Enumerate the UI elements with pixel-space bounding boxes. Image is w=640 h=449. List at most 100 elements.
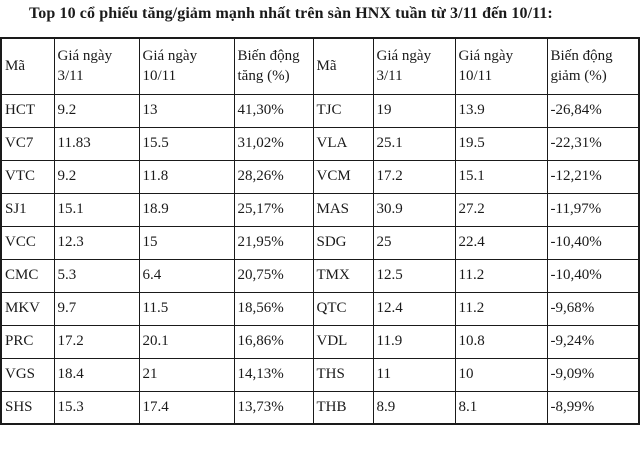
header-code-gainers: Mã — [0, 37, 55, 95]
table-body: HCT 9.2 13 41,30% TJC 19 13.9 -26,84% VC… — [0, 93, 640, 425]
price-cell: 9.2 — [53, 93, 140, 128]
price-cell: 11.5 — [138, 291, 235, 326]
price-cell: 25 — [372, 225, 456, 260]
loss-percent-cell: -9,68% — [546, 291, 640, 326]
table-row: VGS 18.4 21 14,13% THS 11 10 -9,09% — [0, 357, 640, 392]
header-price-start-losers: Giá ngày 3/11 — [372, 37, 456, 95]
stock-code-cell: MKV — [0, 291, 55, 326]
stock-code-cell: TJC — [312, 93, 374, 128]
stock-code-cell: SHS — [0, 390, 55, 425]
stock-code-cell: SJ1 — [0, 192, 55, 227]
gain-percent-cell: 13,73% — [233, 390, 314, 425]
gain-percent-cell: 28,26% — [233, 159, 314, 194]
page-title: Top 10 cổ phiếu tăng/giảm mạnh nhất trên… — [29, 5, 553, 22]
price-cell: 8.1 — [454, 390, 548, 425]
gain-percent-cell: 20,75% — [233, 258, 314, 293]
table-row: PRC 17.2 20.1 16,86% VDL 11.9 10.8 -9,24… — [0, 324, 640, 359]
price-cell: 15 — [138, 225, 235, 260]
gain-percent-cell: 21,95% — [233, 225, 314, 260]
stock-code-cell: VTC — [0, 159, 55, 194]
price-cell: 12.5 — [372, 258, 456, 293]
table-row: VCC 12.3 15 21,95% SDG 25 22.4 -10,40% — [0, 225, 640, 260]
header-gain-percent: Biến động tăng (%) — [233, 37, 314, 95]
table-row: VC7 11.83 15.5 31,02% VLA 25.1 19.5 -22,… — [0, 126, 640, 161]
stock-code-cell: VCC — [0, 225, 55, 260]
loss-percent-cell: -8,99% — [546, 390, 640, 425]
stock-code-cell: MAS — [312, 192, 374, 227]
price-cell: 15.1 — [53, 192, 140, 227]
table-row: VTC 9.2 11.8 28,26% VCM 17.2 15.1 -12,21… — [0, 159, 640, 194]
price-cell: 10.8 — [454, 324, 548, 359]
loss-percent-cell: -10,40% — [546, 258, 640, 293]
stock-code-cell: VC7 — [0, 126, 55, 161]
price-cell: 19.5 — [454, 126, 548, 161]
price-cell: 8.9 — [372, 390, 456, 425]
loss-percent-cell: -11,97% — [546, 192, 640, 227]
price-cell: 21 — [138, 357, 235, 392]
price-cell: 20.1 — [138, 324, 235, 359]
price-cell: 11.2 — [454, 291, 548, 326]
price-cell: 12.4 — [372, 291, 456, 326]
header-price-end-gainers: Giá ngày 10/11 — [138, 37, 235, 95]
gain-percent-cell: 16,86% — [233, 324, 314, 359]
table-row: SJ1 15.1 18.9 25,17% MAS 30.9 27.2 -11,9… — [0, 192, 640, 227]
stock-code-cell: VLA — [312, 126, 374, 161]
stock-code-cell: CMC — [0, 258, 55, 293]
table-row: SHS 15.3 17.4 13,73% THB 8.9 8.1 -8,99% — [0, 390, 640, 425]
loss-percent-cell: -9,24% — [546, 324, 640, 359]
stock-code-cell: VDL — [312, 324, 374, 359]
gain-percent-cell: 25,17% — [233, 192, 314, 227]
price-cell: 9.7 — [53, 291, 140, 326]
price-cell: 17.2 — [372, 159, 456, 194]
header-loss-percent: Biến động giảm (%) — [546, 37, 640, 95]
header-price-start-gainers: Giá ngày 3/11 — [53, 37, 140, 95]
header-code-losers: Mã — [312, 37, 374, 95]
price-cell: 19 — [372, 93, 456, 128]
price-cell: 15.3 — [53, 390, 140, 425]
stock-code-cell: VCM — [312, 159, 374, 194]
table-row: CMC 5.3 6.4 20,75% TMX 12.5 11.2 -10,40% — [0, 258, 640, 293]
header-price-end-losers: Giá ngày 10/11 — [454, 37, 548, 95]
stock-code-cell: HCT — [0, 93, 55, 128]
stock-code-cell: THS — [312, 357, 374, 392]
stock-code-cell: SDG — [312, 225, 374, 260]
price-cell: 25.1 — [372, 126, 456, 161]
stock-code-cell: VGS — [0, 357, 55, 392]
stock-code-cell: PRC — [0, 324, 55, 359]
price-cell: 17.2 — [53, 324, 140, 359]
gain-percent-cell: 31,02% — [233, 126, 314, 161]
price-cell: 18.9 — [138, 192, 235, 227]
price-cell: 11.9 — [372, 324, 456, 359]
price-cell: 13 — [138, 93, 235, 128]
stock-code-cell: TMX — [312, 258, 374, 293]
stock-code-cell: THB — [312, 390, 374, 425]
table-header: Mã Giá ngày 3/11 Giá ngày 10/11 Biến độn… — [0, 37, 640, 95]
price-cell: 11.8 — [138, 159, 235, 194]
price-cell: 15.5 — [138, 126, 235, 161]
price-cell: 6.4 — [138, 258, 235, 293]
price-cell: 30.9 — [372, 192, 456, 227]
price-cell: 15.1 — [454, 159, 548, 194]
table-row: HCT 9.2 13 41,30% TJC 19 13.9 -26,84% — [0, 93, 640, 128]
table-row: MKV 9.7 11.5 18,56% QTC 12.4 11.2 -9,68% — [0, 291, 640, 326]
gain-percent-cell: 41,30% — [233, 93, 314, 128]
loss-percent-cell: -22,31% — [546, 126, 640, 161]
loss-percent-cell: -12,21% — [546, 159, 640, 194]
stock-change-table: Mã Giá ngày 3/11 Giá ngày 10/11 Biến độn… — [0, 37, 640, 425]
stock-code-cell: QTC — [312, 291, 374, 326]
price-cell: 9.2 — [53, 159, 140, 194]
price-cell: 17.4 — [138, 390, 235, 425]
loss-percent-cell: -9,09% — [546, 357, 640, 392]
price-cell: 11.2 — [454, 258, 548, 293]
price-cell: 13.9 — [454, 93, 548, 128]
price-cell: 27.2 — [454, 192, 548, 227]
price-cell: 22.4 — [454, 225, 548, 260]
header-row: Mã Giá ngày 3/11 Giá ngày 10/11 Biến độn… — [0, 37, 640, 95]
loss-percent-cell: -26,84% — [546, 93, 640, 128]
price-cell: 11 — [372, 357, 456, 392]
gain-percent-cell: 14,13% — [233, 357, 314, 392]
gain-percent-cell: 18,56% — [233, 291, 314, 326]
price-cell: 11.83 — [53, 126, 140, 161]
loss-percent-cell: -10,40% — [546, 225, 640, 260]
